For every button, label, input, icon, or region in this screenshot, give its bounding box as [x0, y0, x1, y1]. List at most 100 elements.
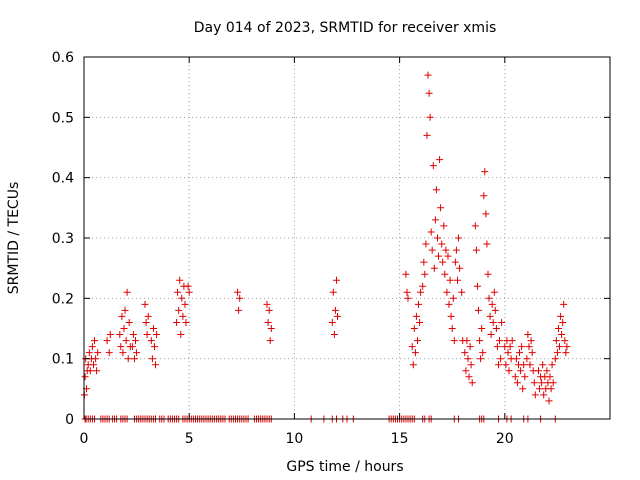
data-point	[430, 264, 438, 272]
data-point	[404, 294, 412, 302]
data-point	[267, 325, 275, 332]
data-point	[179, 312, 187, 320]
data-point	[409, 361, 417, 369]
data-point	[90, 361, 97, 369]
chart-title: Day 014 of 2023, SRMTID for receiver xmi…	[194, 20, 497, 36]
data-point	[519, 385, 527, 393]
data-point	[476, 337, 484, 345]
data-point	[447, 312, 455, 320]
data-point	[472, 246, 480, 254]
x-tick-label: 0	[80, 431, 89, 447]
points-layer	[80, 71, 571, 423]
data-point	[265, 306, 273, 314]
data-point	[455, 234, 462, 242]
y-tick-label: 0.3	[52, 231, 74, 247]
data-point	[427, 228, 435, 236]
grid-layer	[84, 57, 610, 419]
ticks-layer: 0 0.1 0.2 0.3 0.4 0.5 0.6 0 5 10 15 20	[52, 50, 610, 447]
data-point	[530, 379, 538, 387]
data-point	[152, 361, 159, 369]
data-point	[266, 337, 274, 345]
data-point	[477, 355, 485, 363]
data-point	[149, 325, 157, 332]
data-point	[511, 373, 519, 381]
data-point	[468, 379, 476, 387]
data-point	[132, 337, 139, 345]
data-point	[525, 343, 533, 351]
x-axis-label: GPS time / hours	[286, 459, 403, 475]
data-point	[434, 234, 441, 242]
data-point	[129, 331, 137, 338]
data-point	[436, 156, 444, 164]
data-point	[424, 71, 432, 79]
data-point	[234, 288, 242, 296]
data-point	[553, 349, 561, 357]
y-tick-label: 0.5	[52, 110, 74, 126]
data-point	[264, 319, 272, 326]
data-point	[432, 186, 440, 194]
y-axis-label: SRMTID / TECUs	[6, 182, 22, 295]
data-point	[504, 349, 512, 357]
data-point	[523, 355, 531, 363]
data-point	[478, 325, 486, 332]
data-point	[538, 379, 546, 387]
data-point	[263, 300, 271, 308]
data-point	[473, 282, 481, 290]
data-point	[118, 312, 126, 320]
data-point	[142, 319, 150, 326]
data-point	[539, 361, 547, 369]
data-point	[420, 258, 428, 266]
data-point	[526, 361, 534, 369]
data-point	[141, 300, 149, 308]
data-point	[176, 276, 184, 284]
data-point	[88, 343, 96, 351]
data-point	[543, 367, 551, 375]
data-point	[121, 306, 129, 314]
data-point	[549, 379, 557, 387]
data-point	[446, 276, 454, 284]
data-point	[462, 367, 470, 375]
data-point	[144, 312, 152, 320]
data-point	[547, 385, 555, 393]
data-point	[450, 337, 458, 345]
data-point	[423, 131, 431, 139]
data-point	[475, 306, 482, 314]
data-point	[414, 337, 421, 345]
data-point	[493, 343, 501, 351]
data-point	[558, 331, 566, 338]
data-point	[106, 331, 114, 338]
data-point	[492, 325, 500, 332]
data-point	[495, 361, 502, 369]
data-point	[117, 343, 125, 351]
data-point	[411, 349, 419, 357]
data-point	[486, 312, 494, 320]
data-point	[560, 300, 568, 308]
data-point	[505, 367, 513, 375]
data-point	[563, 343, 571, 351]
data-point	[93, 367, 101, 375]
data-point	[561, 337, 569, 345]
data-point	[512, 355, 520, 363]
data-point	[123, 288, 131, 296]
data-point	[490, 288, 498, 296]
data-point	[94, 349, 102, 357]
data-point	[464, 355, 472, 363]
data-point	[521, 373, 529, 381]
data-point	[484, 270, 492, 278]
data-point	[552, 337, 560, 345]
data-point	[435, 252, 442, 260]
data-point	[437, 204, 445, 212]
data-point	[86, 367, 94, 375]
data-point	[133, 349, 141, 357]
data-point	[555, 325, 562, 332]
data-point	[91, 337, 98, 345]
data-point	[557, 312, 565, 320]
data-point	[416, 319, 424, 326]
data-point	[415, 300, 422, 308]
data-point	[482, 210, 490, 218]
data-point	[481, 168, 489, 176]
data-point	[497, 355, 505, 363]
data-point	[429, 162, 437, 170]
data-point	[483, 240, 491, 248]
